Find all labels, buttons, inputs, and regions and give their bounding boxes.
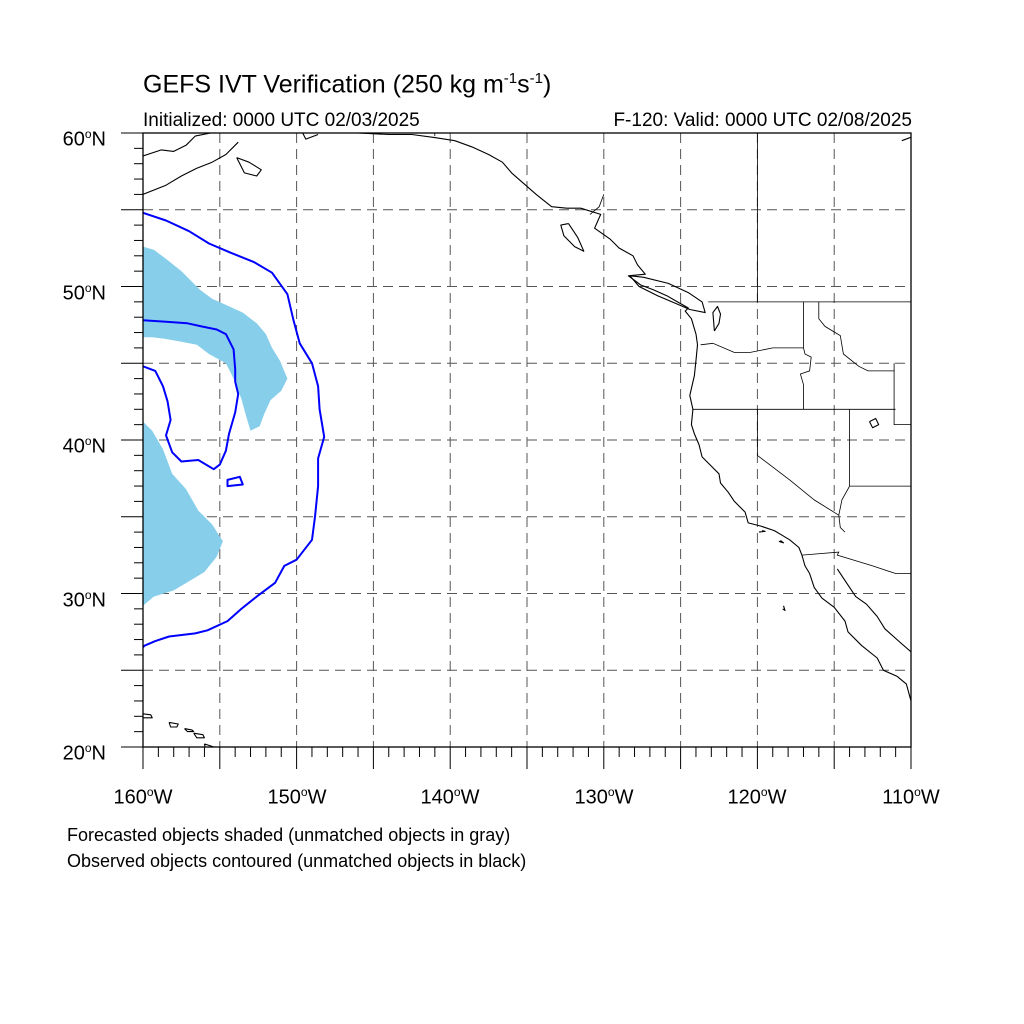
lat-label-20: 20oN	[62, 741, 106, 765]
border-segment	[700, 342, 804, 353]
coastline-segment	[901, 136, 911, 142]
coastline-segment	[560, 223, 585, 252]
border-segment	[801, 551, 911, 574]
valid-time: F-120: Valid: 0000 UTC 02/08/2025	[613, 110, 912, 131]
observed-ivt-contour	[143, 211, 326, 648]
border-segment	[818, 301, 895, 372]
border-segment	[799, 301, 812, 410]
lon-label-150w: 150oW	[267, 785, 327, 809]
coastline-segment	[168, 721, 179, 728]
border-segment	[589, 194, 605, 215]
initialized-time: Initialized: 0000 UTC 02/03/2025	[143, 110, 420, 131]
coastline-segment	[758, 530, 766, 533]
lon-label-120w: 120oW	[727, 785, 787, 809]
coastlines	[143, 133, 911, 747]
axis-ticks	[121, 132, 912, 769]
lon-label-130w: 130oW	[574, 785, 634, 809]
forecast-objects	[143, 246, 288, 606]
note-observed: Observed objects contoured (unmatched ob…	[67, 851, 527, 871]
observed-objects	[143, 211, 326, 648]
graticule	[143, 133, 911, 747]
political-borders	[434, 133, 911, 574]
coastline-segment	[193, 732, 205, 739]
coastline-segment	[357, 133, 911, 702]
coastline-segment	[236, 157, 262, 177]
border-segment	[757, 409, 846, 533]
observed-ivt-contour	[226, 475, 244, 488]
coastline-segment	[712, 305, 722, 332]
lat-label-40: 40oN	[62, 434, 106, 458]
coastline-segment	[836, 568, 911, 653]
coastline-segment	[143, 141, 239, 195]
border-segment	[838, 409, 850, 516]
coastline-segment	[184, 728, 195, 733]
coastline-segment	[302, 133, 319, 140]
coastline-segment	[778, 540, 785, 544]
lon-label-160w: 160oW	[113, 785, 173, 809]
lat-label-30: 30oN	[62, 588, 106, 612]
lat-label-50: 50oN	[62, 281, 106, 305]
coastline-segment	[869, 417, 880, 429]
coastline-segment	[782, 605, 786, 611]
coastline-segment	[629, 275, 706, 314]
coastline-segment	[203, 743, 216, 747]
border-segment	[893, 363, 911, 426]
coastline-segment	[143, 713, 153, 719]
lat-label-60: 60oN	[62, 127, 106, 151]
map-frame	[142, 132, 912, 748]
map-title: GEFS IVT Verification (250 kg m-1s-1)	[143, 70, 552, 99]
lon-label-140w: 140oW	[420, 785, 480, 809]
coastline-segment	[143, 133, 211, 157]
lon-label-110w: 110oW	[882, 785, 940, 809]
forecast-ivt-object	[143, 246, 288, 431]
forecast-ivt-object	[143, 421, 223, 606]
note-forecast: Forecasted objects shaded (unmatched obj…	[67, 825, 511, 845]
observed-ivt-contour	[143, 319, 240, 471]
